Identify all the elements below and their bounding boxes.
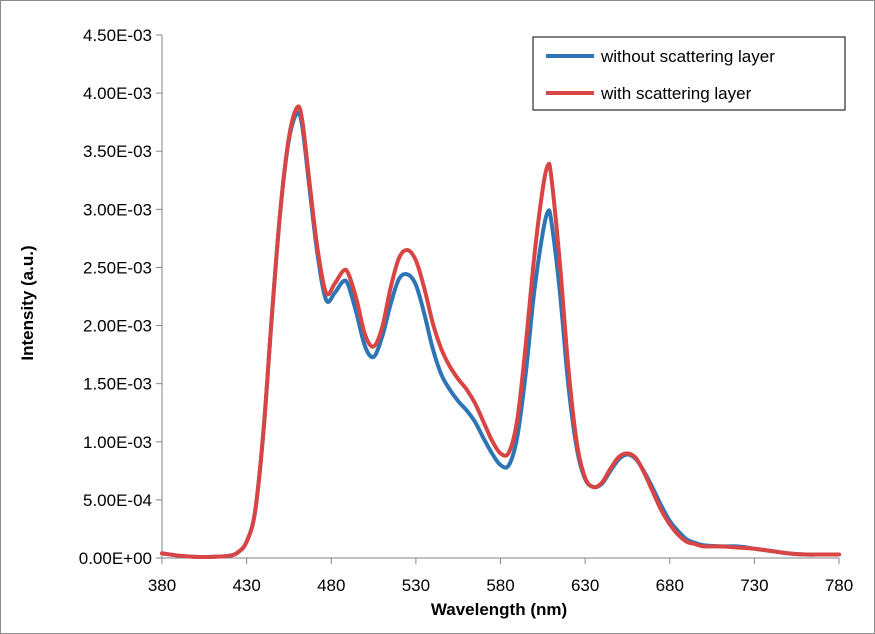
y-tick-label: 2.00E-03 xyxy=(83,317,152,336)
legend: without scattering layer with scattering… xyxy=(532,36,846,111)
y-tick-label: 1.50E-03 xyxy=(83,375,152,394)
x-tick-label: 680 xyxy=(656,576,684,595)
y-tick-label: 0.00E+00 xyxy=(79,549,152,568)
legend-label-without: without scattering layer xyxy=(600,47,775,66)
legend-box xyxy=(532,36,846,111)
x-tick-label: 730 xyxy=(740,576,768,595)
y-tick-label: 5.00E-04 xyxy=(83,491,152,510)
y-tick-label: 3.00E-03 xyxy=(83,200,152,219)
legend-label-with: with scattering layer xyxy=(600,84,752,103)
y-tick-label: 1.00E-03 xyxy=(83,433,152,452)
series-line-with-scattering xyxy=(160,104,841,559)
x-tick-label: 780 xyxy=(825,576,853,595)
x-axis-ticks: 380 430 480 530 580 630 680 730 780 xyxy=(148,558,853,595)
y-axis-title: Intensity (a.u.) xyxy=(18,245,37,360)
x-axis-title: Wavelength (nm) xyxy=(431,600,567,619)
y-tick-label: 2.50E-03 xyxy=(83,258,152,277)
y-axis-ticks: 0.00E+00 5.00E-04 1.00E-03 1.50E-03 2.00E-03… xyxy=(79,26,162,568)
x-tick-label: 630 xyxy=(571,576,599,595)
series-line-without-scattering xyxy=(160,110,841,559)
x-tick-label: 380 xyxy=(148,576,176,595)
x-tick-label: 480 xyxy=(317,576,345,595)
series-layer xyxy=(160,104,841,559)
y-tick-label: 4.50E-03 xyxy=(83,26,152,45)
x-tick-label: 430 xyxy=(232,576,260,595)
y-tick-label: 3.50E-03 xyxy=(83,142,152,161)
y-tick-label: 4.00E-03 xyxy=(83,84,152,103)
x-tick-label: 530 xyxy=(402,576,430,595)
x-tick-label: 580 xyxy=(486,576,514,595)
